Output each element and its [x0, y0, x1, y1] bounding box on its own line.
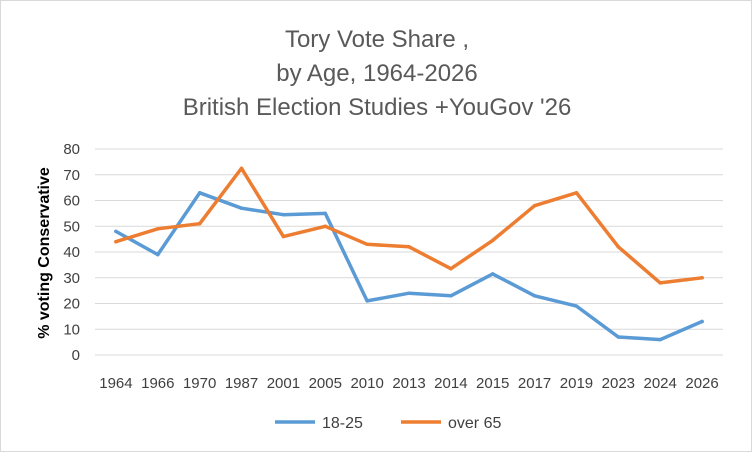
data-point: [616, 335, 621, 339]
y-tick-label: 30: [63, 270, 80, 287]
series-line-1: [114, 166, 704, 285]
data-point: [407, 291, 411, 295]
y-tick-label: 50: [63, 218, 80, 235]
data-point: [281, 234, 286, 239]
data-point: [239, 206, 244, 210]
data-point: [700, 276, 704, 280]
y-axis-label: % voting Conservative: [36, 167, 53, 339]
x-tick-label: 2001: [267, 375, 300, 392]
data-point: [449, 294, 453, 298]
data-point: [616, 245, 621, 249]
x-tick-label: 2005: [309, 375, 342, 392]
chart-title-line-1: Tory Vote Share ,: [285, 26, 469, 53]
x-tick-label: 1987: [225, 375, 258, 392]
x-axis-ticks: 1964 1966 1970 1987 2001 2005 2010 2013 2014 2015…: [99, 375, 719, 392]
data-point: [197, 221, 202, 226]
data-point: [114, 229, 118, 234]
y-tick-label: 0: [72, 347, 80, 364]
legend-label: over 65: [448, 415, 501, 432]
data-point: [490, 272, 495, 276]
x-tick-label: 2010: [350, 375, 383, 392]
chart-title: Tory Vote Share , by Age, 1964-2026 Brit…: [183, 26, 572, 121]
y-tick-label: 20: [63, 296, 80, 313]
data-point: [658, 281, 662, 285]
data-point: [281, 212, 286, 217]
y-tick-label: 40: [63, 244, 80, 261]
x-tick-label: 2015: [476, 375, 509, 392]
gridlines: [95, 148, 723, 356]
chart-title-line-3: British Election Studies +YouGov '26: [183, 94, 572, 121]
data-point: [490, 238, 495, 243]
data-point: [323, 224, 328, 228]
y-tick-label: 10: [63, 321, 80, 338]
y-axis-ticks: 0 10 20 30 40 50 60 70 80: [63, 141, 80, 364]
x-tick-label: 2017: [518, 375, 551, 392]
y-tick-label: 70: [63, 167, 80, 184]
data-point: [156, 227, 160, 231]
data-point: [114, 239, 118, 244]
data-point: [532, 294, 537, 298]
x-tick-label: 2013: [392, 375, 425, 392]
legend: 18-25 over 65: [275, 415, 501, 432]
data-point: [407, 245, 411, 249]
data-point: [365, 299, 369, 303]
x-tick-label: 2014: [434, 375, 467, 392]
data-point: [574, 304, 579, 308]
x-tick-label: 2026: [685, 375, 718, 392]
legend-label: 18-25: [322, 415, 363, 432]
y-tick-label: 80: [63, 141, 80, 158]
x-tick-label: 2024: [644, 375, 677, 392]
x-tick-label: 1966: [141, 375, 174, 392]
data-point: [574, 191, 579, 195]
x-tick-label: 2019: [560, 375, 593, 392]
data-point: [197, 191, 202, 195]
y-tick-label: 60: [63, 193, 80, 210]
data-point: [365, 242, 369, 247]
data-point: [658, 337, 662, 342]
series-line-0: [114, 191, 704, 342]
chart-title-line-2: by Age, 1964-2026: [276, 60, 478, 87]
data-point: [532, 203, 537, 208]
data-point: [156, 252, 160, 257]
data-point: [239, 166, 244, 171]
data-point: [700, 319, 704, 324]
x-tick-label: 1970: [183, 375, 216, 392]
x-tick-label: 1964: [99, 375, 132, 392]
x-tick-label: 2023: [602, 375, 635, 392]
series-lines: [114, 166, 704, 342]
data-point: [323, 211, 328, 216]
data-point: [449, 266, 453, 271]
